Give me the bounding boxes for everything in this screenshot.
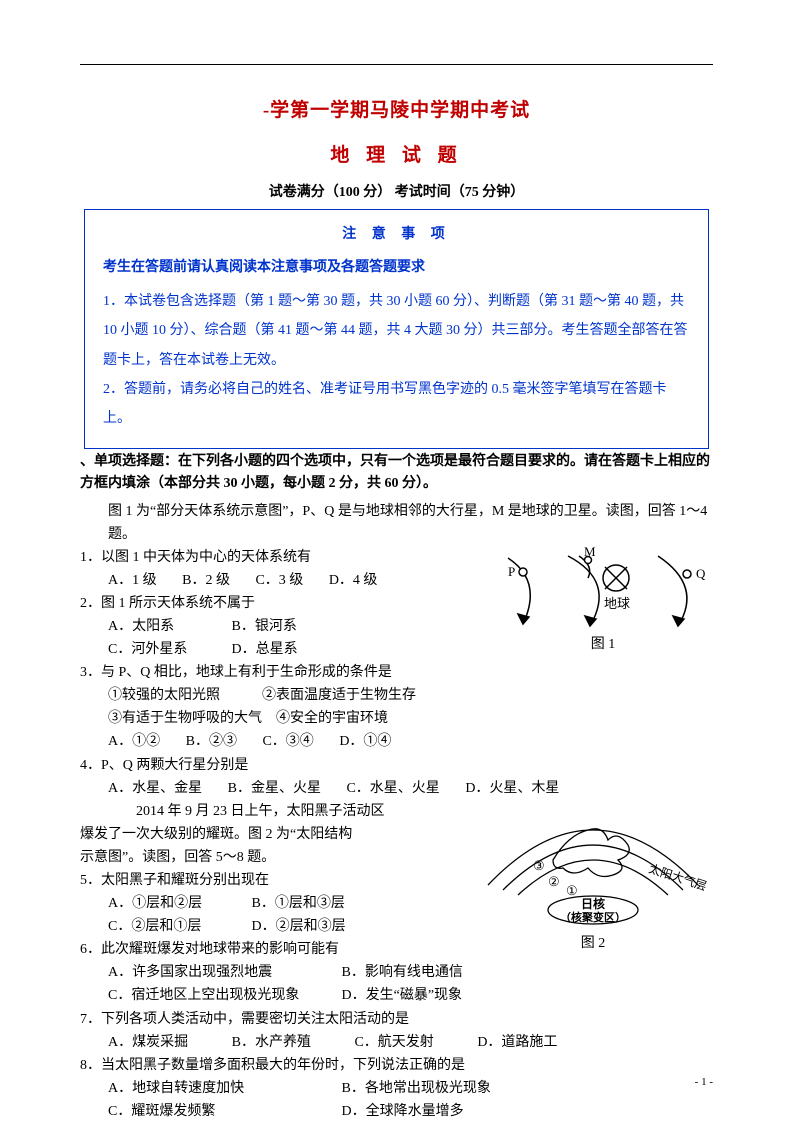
q7-options: A．煤炭采掘 B．水产养殖 C．航天发射 D．道路施工 bbox=[80, 1031, 713, 1054]
q6-stem: 6．此次耀斑爆发对地球带来的影响可能有 bbox=[80, 938, 473, 961]
q1-stem: 1．以图 1 中天体为中心的天体系统有 bbox=[80, 546, 493, 569]
q2-opt-a: A．太阳系 bbox=[108, 615, 228, 638]
fig2-label-core2: （核聚变区） bbox=[560, 910, 626, 924]
q2-opt-b: B．银河系 bbox=[232, 619, 297, 634]
top-rule bbox=[80, 64, 713, 65]
fig1-label-m: M bbox=[584, 546, 596, 559]
q4-stem: 4．P、Q 两颗大行星分别是 bbox=[80, 754, 713, 777]
notice-item-2: 2．答题前，请务必将自己的姓名、准考证号用书写黑色字迹的 0.5 毫米签字笔填写… bbox=[103, 375, 690, 434]
q2-options-row2: C．河外星系 D．总星系 bbox=[80, 638, 493, 661]
q7-opt-c: C．航天发射 bbox=[354, 1035, 433, 1050]
notice-box: 注 意 事 项 考生在答题前请认真阅读本注意事项及各题答题要求 1．本试卷包含选… bbox=[84, 209, 709, 449]
q6-opt-b: B．影响有线电通信 bbox=[342, 965, 463, 980]
q3-opt-c: C．③④ bbox=[262, 734, 313, 749]
q2-opt-c: C．河外星系 bbox=[108, 638, 228, 661]
intro2-l2: 爆发了一次大级别的耀斑。图 2 为“太阳结构 bbox=[80, 823, 473, 846]
q5-opt-b: B．①层和③层 bbox=[252, 896, 345, 911]
content-body: 、单项选择题：在下列各小题的四个选项中，只有一个选项是最符合题目要求的。请在答题… bbox=[80, 451, 713, 1123]
fig1-label-earth: 地球 bbox=[604, 596, 630, 611]
fig1-label-q: Q bbox=[696, 566, 706, 581]
q8-options-row1: A．地球自转速度加快 B．各地常出现极光现象 bbox=[80, 1077, 713, 1100]
q6-opt-c: C．宿迁地区上空出现极光现象 bbox=[108, 984, 338, 1007]
q1-opt-c: C．3 级 bbox=[255, 573, 303, 588]
q5-stem: 5．太阳黑子和耀斑分别出现在 bbox=[80, 869, 473, 892]
q3-opt-a: A．①② bbox=[108, 734, 160, 749]
exam-meta: 试卷满分（100 分） 考试时间（75 分钟） bbox=[80, 181, 713, 201]
intro2-q5-q6-row: 2014 年 9 月 23 日上午，太阳黑子活动区 爆发了一次大级别的耀斑。图 … bbox=[80, 800, 713, 962]
title-line-2: 地 理 试 题 bbox=[80, 140, 713, 167]
q1-opt-a: A．1 级 bbox=[108, 573, 157, 588]
notice-subtitle: 考生在答题前请认真阅读本注意事项及各题答题要求 bbox=[103, 253, 690, 282]
q2-options-row1: A．太阳系 B．银河系 bbox=[80, 615, 493, 638]
q2-stem: 2．图 1 所示天体系统不属于 bbox=[80, 592, 493, 615]
q3-stem: 3．与 P、Q 相比，地球上有利于生命形成的条件是 bbox=[80, 661, 713, 684]
section1-head: 、单项选择题：在下列各小题的四个选项中，只有一个选项是最符合题目要求的。请在答题… bbox=[80, 454, 710, 491]
q4-opt-a: A．水星、金星 bbox=[108, 781, 202, 796]
intro-1: 图 1 为“部分天体系统示意图”，P、Q 是与地球相邻的大行星，M 是地球的卫星… bbox=[80, 500, 713, 546]
q6-options-row1: A．许多国家出现强烈地震 B．影响有线电通信 bbox=[80, 961, 713, 984]
fig2-label-1: ① bbox=[566, 883, 578, 898]
q5-options-row2: C．②层和①层 D．②层和③层 bbox=[80, 915, 473, 938]
q7-opt-b: B．水产养殖 bbox=[232, 1035, 311, 1050]
q6-opt-d: D．发生“磁暴”现象 bbox=[342, 988, 463, 1003]
notice-title: 注 意 事 项 bbox=[103, 220, 690, 249]
q3-cond-1: ①较强的太阳光照 ②表面温度适于生物生存 bbox=[80, 684, 713, 707]
q6-opt-a: A．许多国家出现强烈地震 bbox=[108, 961, 338, 984]
q5-opt-d: D．②层和③层 bbox=[252, 919, 346, 934]
fig2-label-2: ② bbox=[548, 874, 560, 889]
q1-options: A．1 级 B．2 级 C．3 级 D．4 级 bbox=[80, 569, 493, 592]
q8-stem: 8．当太阳黑子数量增多面积最大的年份时，下列说法正确的是 bbox=[80, 1054, 713, 1077]
fig2-label-core1: 日核 bbox=[581, 896, 605, 911]
page-number: - 1 - bbox=[695, 1076, 713, 1088]
q1-opt-d: D．4 级 bbox=[329, 573, 378, 588]
q4-opt-b: B．金星、火星 bbox=[228, 781, 321, 796]
q5-opt-a: A．①层和②层 bbox=[108, 892, 248, 915]
notice-item-1: 1．本试卷包含选择题（第 1 题～第 30 题，共 30 小题 60 分）、判断… bbox=[103, 287, 690, 375]
q3-opt-b: B．②③ bbox=[186, 734, 237, 749]
title-line-1: -学第一学期马陵中学期中考试 bbox=[80, 95, 713, 122]
figure-1: P M 地球 Q 图 1 bbox=[493, 546, 713, 656]
q1-opt-b: B．2 级 bbox=[182, 573, 230, 588]
q4-options: A．水星、金星 B．金星、火星 C．水星、火星 D．火星、木星 bbox=[80, 777, 713, 800]
q1-to-q2-row: 1．以图 1 中天体为中心的天体系统有 A．1 级 B．2 级 C．3 级 D．… bbox=[80, 546, 713, 661]
q3-opt-d: D．①④ bbox=[339, 734, 391, 749]
q6-options-row2: C．宿迁地区上空出现极光现象 D．发生“磁暴”现象 bbox=[80, 984, 713, 1007]
q8-opt-b: B．各地常出现极光现象 bbox=[342, 1081, 491, 1096]
figure-2-caption: 图 2 bbox=[473, 932, 713, 955]
fig1-label-p: P bbox=[508, 564, 515, 579]
fig2-label-3: ③ bbox=[533, 858, 545, 873]
q4-opt-d: D．火星、木星 bbox=[465, 781, 559, 796]
q4-opt-c: C．水星、火星 bbox=[346, 781, 439, 796]
q7-opt-d: D．道路施工 bbox=[477, 1035, 557, 1050]
q5-opt-c: C．②层和①层 bbox=[108, 915, 248, 938]
q8-options-row2: C．耀斑爆发频繁 D．全球降水量增多 bbox=[80, 1100, 713, 1123]
q3-options: A．①② B．②③ C．③④ D．①④ bbox=[80, 730, 713, 753]
q8-opt-a: A．地球自转速度加快 bbox=[108, 1077, 338, 1100]
exam-page: -学第一学期马陵中学期中考试 地 理 试 题 试卷满分（100 分） 考试时间（… bbox=[0, 0, 793, 1122]
figure-2: ③ ② ① 太阳大气层 日核 （核聚变区） 图 2 bbox=[473, 800, 713, 955]
q3-cond-2: ③有适于生物呼吸的大气 ④安全的宇宙环境 bbox=[80, 707, 713, 730]
q2-opt-d: D．总星系 bbox=[232, 642, 298, 657]
q8-opt-d: D．全球降水量增多 bbox=[342, 1104, 464, 1119]
figure-1-caption: 图 1 bbox=[493, 633, 713, 656]
q7-stem: 7．下列各项人类活动中，需要密切关注太阳活动的是 bbox=[80, 1008, 713, 1031]
q5-options-row1: A．①层和②层 B．①层和③层 bbox=[80, 892, 473, 915]
intro2-l3: 示意图”。读图，回答 5～8 题。 bbox=[80, 846, 473, 869]
q7-opt-a: A．煤炭采掘 bbox=[108, 1035, 188, 1050]
q8-opt-c: C．耀斑爆发频繁 bbox=[108, 1100, 338, 1123]
intro2-l1: 2014 年 9 月 23 日上午，太阳黑子活动区 bbox=[80, 800, 473, 823]
